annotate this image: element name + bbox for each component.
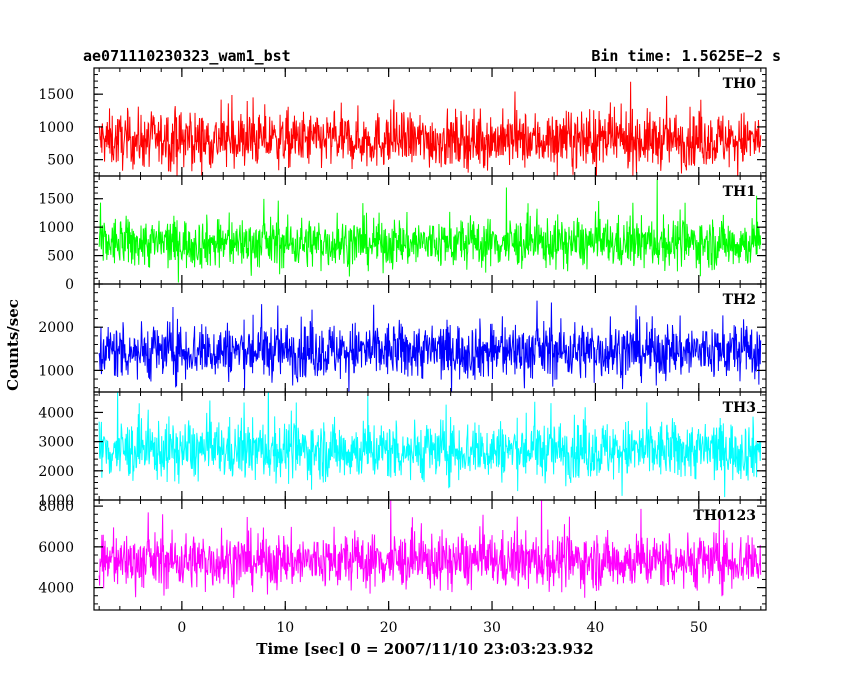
x-tick-label: 10 bbox=[276, 620, 294, 636]
panel-label-th0123: TH0123 bbox=[693, 508, 756, 524]
x-tick-label: 20 bbox=[380, 620, 398, 636]
y-tick-label: 1500 bbox=[38, 87, 74, 103]
panel-th0123: 4000 6000 8000 TH0123 bbox=[38, 499, 767, 611]
x-axis-label: Time [sec] 0 = 2007/11/10 23:03:23.932 bbox=[256, 640, 593, 658]
y-tick-label: 4000 bbox=[38, 581, 74, 597]
series-line-th3 bbox=[98, 392, 762, 498]
y-tick-label: 500 bbox=[47, 249, 74, 265]
y-tick-label: 1000 bbox=[38, 220, 74, 236]
x-tick-labels: 0 10 20 30 40 50 bbox=[177, 620, 707, 636]
y-axis-label: Counts/sec bbox=[4, 299, 22, 391]
y-tick-label: 1000 bbox=[38, 363, 74, 379]
y-tick-label: 3000 bbox=[38, 435, 74, 451]
panel-label-th3: TH3 bbox=[723, 400, 756, 416]
y-tick-label: 500 bbox=[47, 153, 74, 169]
series-line-th2 bbox=[98, 300, 762, 392]
y-tick-label: 6000 bbox=[38, 540, 74, 556]
y-tick-label: 0 bbox=[65, 277, 74, 293]
panel-th1: 0 500 1000 1500 TH1 bbox=[38, 175, 767, 293]
panel-label-th2: TH2 bbox=[723, 292, 756, 308]
title-right: Bin time: 1.5625E−2 s bbox=[591, 47, 781, 65]
title-left: ae071110230323_wam1_bst bbox=[83, 47, 291, 65]
y-tick-label: 2000 bbox=[38, 464, 74, 480]
x-tick-label: 0 bbox=[177, 620, 186, 636]
y-tick-label: 4000 bbox=[38, 405, 74, 421]
series-line-th0 bbox=[98, 81, 762, 176]
panel-label-th0: TH0 bbox=[723, 76, 757, 92]
y-tick-label: 1000 bbox=[38, 493, 74, 509]
x-tick-label: 30 bbox=[483, 620, 501, 636]
series-line-th0123 bbox=[98, 500, 762, 599]
y-tick-label: 2000 bbox=[38, 320, 74, 336]
x-tick-label: 40 bbox=[587, 620, 605, 636]
x-tick-label: 50 bbox=[690, 620, 708, 636]
panels-group: 500 1000 1500 TH0 0 500 1000 1500 TH1 1000 2000 TH2… bbox=[38, 67, 767, 611]
panel-th3: 1000 2000 3000 4000 TH3 bbox=[38, 391, 767, 509]
panel-label-th1: TH1 bbox=[723, 184, 756, 200]
series-line-th1 bbox=[98, 179, 762, 283]
y-tick-label: 1000 bbox=[38, 120, 74, 136]
y-tick-label: 1500 bbox=[38, 192, 74, 208]
y-tick-label: 8000 bbox=[38, 499, 74, 515]
